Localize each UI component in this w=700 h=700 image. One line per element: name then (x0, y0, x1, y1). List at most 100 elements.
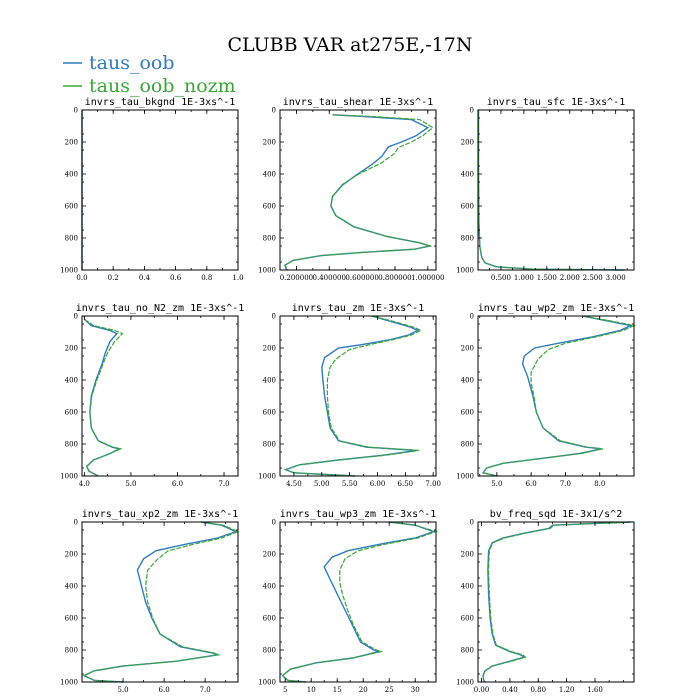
plot-frame (81, 315, 239, 477)
x-tick-label: 0.800000 (378, 274, 411, 282)
subplot-title: invrs_tau_no_N2_zm 1E-3xs^-1 (76, 303, 245, 314)
subplot-invrs-tau-zm: invrs_tau_zm 1E-3xs^-1 0 200 400 600 800 1000 4… (258, 303, 441, 488)
x-tick-label: 7.0 (200, 686, 211, 694)
y-tick-label: 600 (263, 409, 276, 417)
x-tick-label: 5 (283, 686, 287, 694)
plot-frame (477, 315, 635, 477)
series-line-taus-oob (283, 315, 420, 477)
panels: invrs_tau_bkgnd 1E-3xs^-1020040060080010… (60, 97, 636, 694)
plot-frame (279, 315, 437, 477)
y-tick-label: 600 (263, 615, 276, 623)
y-tick-label: 200 (65, 345, 78, 353)
x-tick-label: 0.2 (108, 274, 119, 282)
y-tick-label: 600 (461, 615, 474, 623)
y-tick-label: 800 (65, 647, 78, 655)
y-tick-label: 0 (74, 107, 78, 115)
series-line-taus-oob-nozm (482, 315, 636, 477)
y-tick-label: 1000 (60, 679, 78, 687)
legend-label-taus-oob: taus_oob (89, 52, 175, 74)
y-tick-label: 800 (461, 441, 474, 449)
x-tick-label: 0.00 (474, 686, 490, 694)
x-tick-label: 1.60 (587, 686, 603, 694)
series-line-taus-oob-nozm (482, 521, 631, 683)
y-tick-label: 0 (272, 107, 276, 115)
subplot-invrs-tau-wp3-zm: invrs_tau_wp3_zm 1E-3xs^-1 0 200 400 600 800 1… (258, 509, 438, 694)
plot-frame (279, 521, 437, 683)
y-tick-label: 400 (65, 171, 78, 179)
y-tick-label: 0 (74, 313, 78, 321)
x-tick-label: 15 (333, 686, 342, 694)
y-tick-label: 200 (263, 139, 276, 147)
y-tick-label: 1000 (60, 267, 78, 275)
subplot-title: invrs_tau_xp2_zm 1E-3xs^-1 (82, 509, 239, 520)
plot-frame (81, 521, 239, 683)
subplot-invrs-tau-shear: invrs_tau_shear 1E-3xs^-1 0 200 400 600 800 10… (258, 97, 444, 282)
y-tick-label: 400 (65, 377, 78, 385)
x-tick-label: 1.20 (559, 686, 575, 694)
x-tick-label: 20 (359, 686, 368, 694)
y-tick-label: 600 (461, 203, 474, 211)
y-tick-label: 1000 (258, 679, 276, 687)
x-tick-label: 5.0 (491, 480, 502, 488)
subplot-invrs-tau-wp2-zm: invrs_tau_wp2_zm 1E-3xs^-1 0 200 400 600 800 1… (456, 303, 636, 488)
x-tick-label: 25 (385, 686, 394, 694)
y-tick-label: 1000 (60, 473, 78, 481)
subplot-invrs-tau-bkgnd: invrs_tau_bkgnd 1E-3xs^-1 0 200 400 600 800 10… (60, 97, 243, 282)
plot-frame (477, 109, 635, 271)
subplot-title: invrs_tau_bkgnd 1E-3xs^-1 (85, 97, 236, 108)
series-line-taus-oob (281, 521, 436, 683)
y-tick-label: 600 (65, 409, 78, 417)
y-tick-label: 0 (470, 107, 474, 115)
y-tick-label: 1000 (258, 267, 276, 275)
x-tick-label: 6.0 (526, 480, 537, 488)
x-tick-label: 4.0 (79, 480, 90, 488)
x-tick-label: 1.000 (514, 274, 534, 282)
y-tick-label: 200 (263, 345, 276, 353)
x-tick-label: 5.50 (342, 480, 358, 488)
plot-frame (81, 109, 239, 271)
y-tick-label: 200 (461, 551, 474, 559)
figure-title: CLUBB VAR at275E,-17N (228, 34, 473, 56)
x-tick-label: 6.0 (159, 686, 170, 694)
y-tick-label: 800 (263, 647, 276, 655)
subplot-title: invrs_tau_sfc 1E-3xs^-1 (487, 97, 625, 108)
plot-frame (477, 521, 635, 683)
y-tick-label: 1000 (258, 473, 276, 481)
x-tick-label: 0.8 (201, 274, 212, 282)
series-line-taus-oob (481, 315, 633, 477)
x-tick-label: 8.0 (594, 480, 605, 488)
x-tick-label: 5.0 (117, 686, 128, 694)
x-tick-label: 0.400000 (313, 274, 346, 282)
plot-frame (279, 109, 437, 271)
x-tick-label: 3.000 (606, 274, 626, 282)
x-tick-label: 1.0 (232, 274, 243, 282)
series-line-taus-oob (477, 110, 625, 271)
y-tick-label: 200 (461, 139, 474, 147)
y-tick-label: 600 (65, 615, 78, 623)
y-tick-label: 800 (65, 235, 78, 243)
y-tick-label: 0 (272, 313, 276, 321)
y-tick-label: 0 (272, 519, 276, 527)
y-tick-label: 400 (263, 583, 276, 591)
x-tick-label: 0.600000 (345, 274, 378, 282)
subplot-title: invrs_tau_zm 1E-3xs^-1 (292, 303, 424, 314)
x-tick-label: 2.500 (583, 274, 603, 282)
series-line-taus-oob-nozm (83, 318, 124, 477)
y-tick-label: 400 (263, 377, 276, 385)
x-tick-label: 1.000000 (411, 274, 444, 282)
y-tick-label: 1000 (456, 679, 474, 687)
y-tick-label: 200 (461, 345, 474, 353)
legend: taus_oob taus_oob_nozm (63, 52, 236, 97)
series-line-taus-oob-nozm (477, 110, 625, 271)
x-tick-label: 0.4 (139, 274, 151, 282)
subplot-bv-freq-sqd: bv_freq_sqd 1E-3x1/s^2020040060080010000… (456, 509, 635, 694)
series-line-taus-oob-nozm (82, 521, 240, 683)
subplot-title: invrs_tau_wp3_zm 1E-3xs^-1 (280, 509, 437, 520)
y-tick-label: 400 (263, 171, 276, 179)
x-tick-label: 5.0 (125, 480, 136, 488)
x-tick-label: 0.500 (491, 274, 511, 282)
x-tick-label: 10 (307, 686, 316, 694)
legend-label-taus-oob-nozm: taus_oob_nozm (89, 75, 236, 97)
x-tick-label: 0.6 (170, 274, 182, 282)
